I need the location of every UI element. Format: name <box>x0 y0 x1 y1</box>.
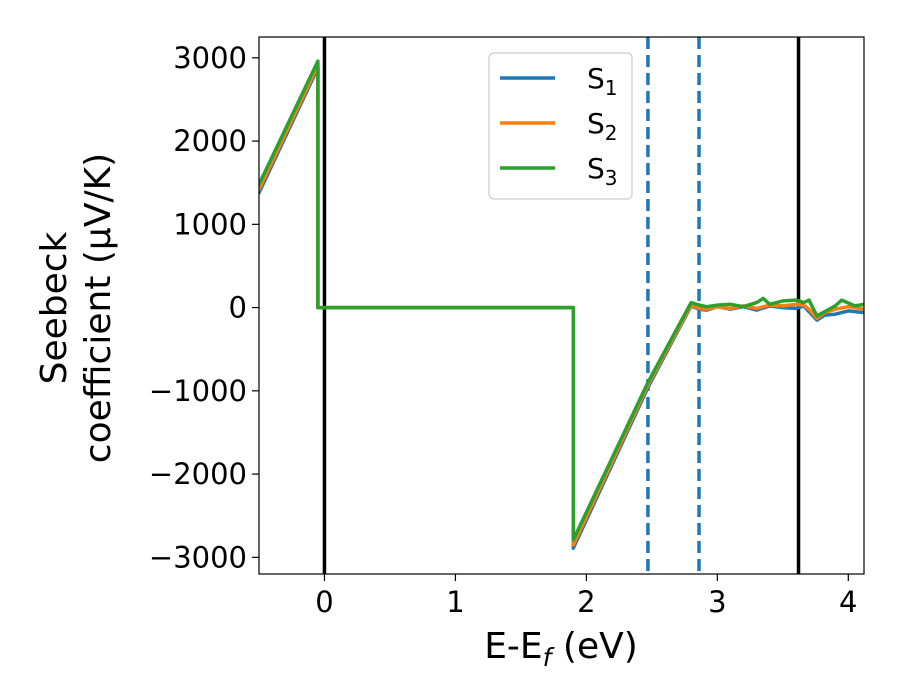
y-axis: −3000 −2000 −1000 0 1000 2000 3000 <box>149 41 259 574</box>
plot-frame <box>258 36 865 575</box>
legend: S1 S2 S3 <box>488 52 633 200</box>
y-tick-label: −3000 <box>149 540 247 574</box>
x-axis-title-main: E-E <box>484 626 542 667</box>
y-tick-label: −2000 <box>149 457 247 491</box>
y-tick-label: −1000 <box>149 374 247 408</box>
y-tick-label: 1000 <box>173 207 247 241</box>
legend-label-s1: S1 <box>587 62 618 100</box>
x-axis-title: E-Ef (eV) <box>484 626 638 672</box>
y-axis-title: Seebeck coefficient (μV/K) <box>34 153 119 463</box>
y-axis-title-line1: Seebeck <box>34 231 75 384</box>
y-axis-title-line2: coefficient (μV/K) <box>78 153 119 463</box>
legend-label-s3: S3 <box>587 152 618 190</box>
x-tick-label: 4 <box>839 585 857 619</box>
y-tick-label: 3000 <box>173 41 247 75</box>
x-axis-title-suffix: (eV) <box>551 626 637 667</box>
x-tick-label: 1 <box>446 585 464 619</box>
legend-box <box>488 52 633 200</box>
x-tick-label: 3 <box>708 585 726 619</box>
series-lines <box>259 59 864 550</box>
x-tick-label: 0 <box>315 585 333 619</box>
x-axis: 0 1 2 3 4 <box>315 574 858 619</box>
y-tick-label: 0 <box>229 291 247 325</box>
x-tick-label: 2 <box>577 585 595 619</box>
series-line-s3 <box>259 59 864 542</box>
legend-label-s2: S2 <box>587 107 618 145</box>
y-tick-label: 2000 <box>173 124 247 158</box>
